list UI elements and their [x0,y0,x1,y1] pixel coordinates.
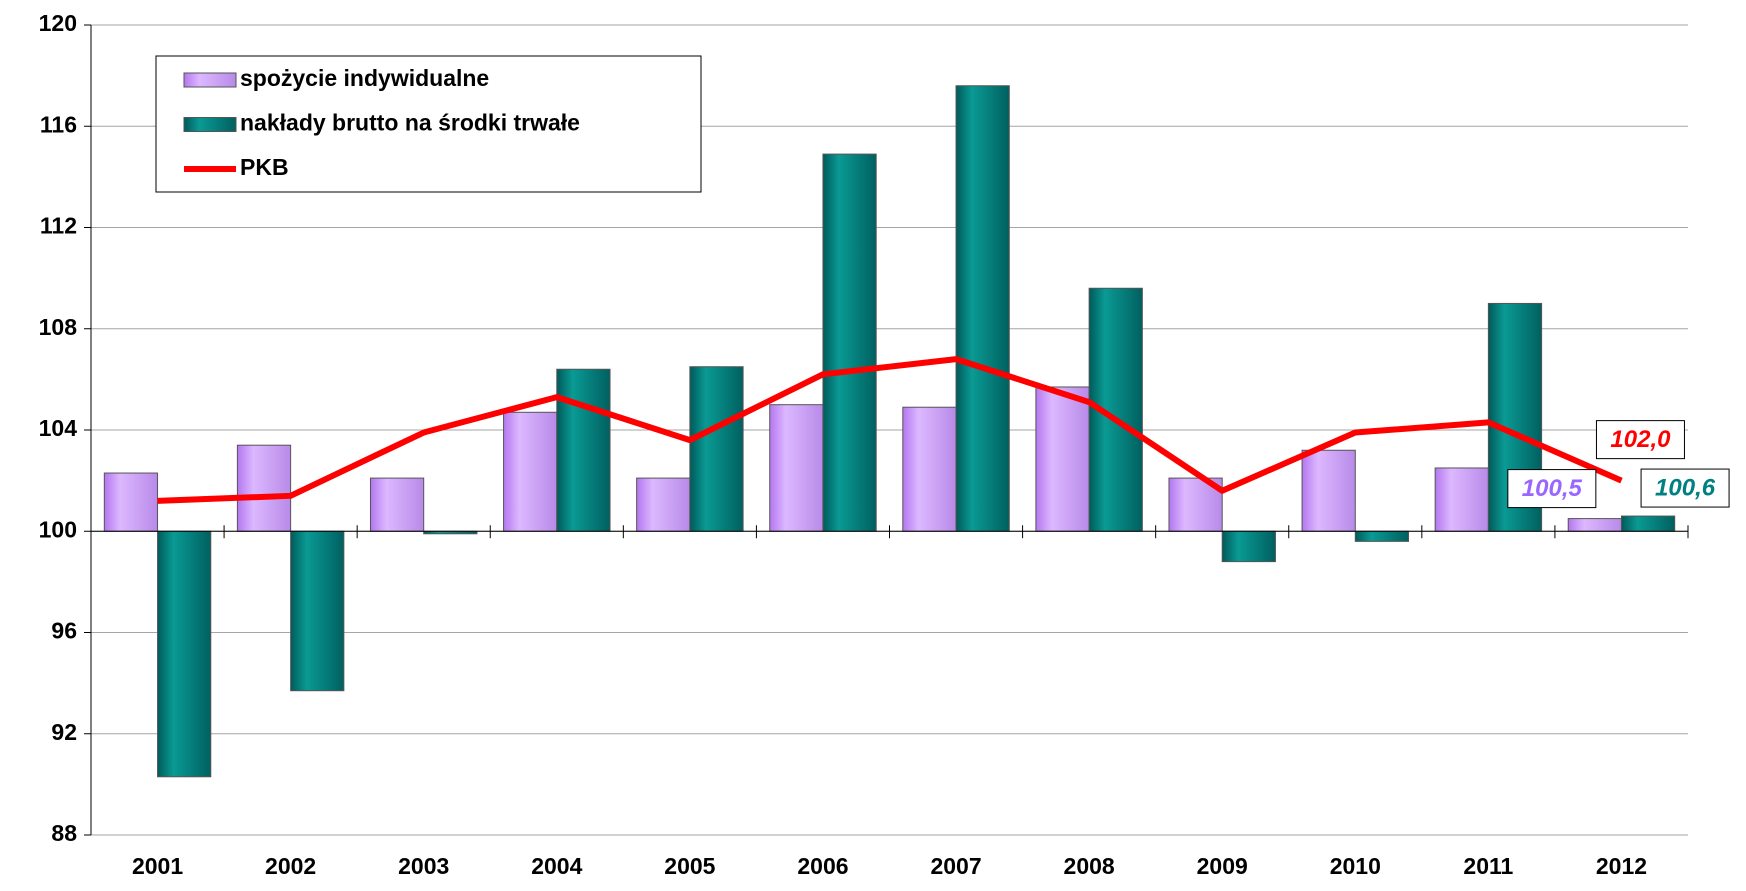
legend-label: nakłady brutto na środki trwałe [240,110,580,136]
bar [769,404,824,532]
y-tick-label: 96 [51,618,77,644]
legend-label: PKB [240,154,289,180]
x-tick-label: 2005 [664,853,715,879]
value-label-box [1595,420,1685,460]
bar [556,368,611,532]
x-tick-label: 2009 [1197,853,1248,879]
bar [689,366,744,532]
legend-swatch [183,117,237,132]
value-label-box [1507,469,1597,509]
x-tick-label: 2011 [1463,853,1513,879]
bar [902,406,957,532]
y-tick-label: 120 [39,10,77,36]
value-label-box [1640,468,1730,508]
legend-label: spożycie indywidualne [240,65,489,91]
bar [290,530,345,692]
x-tick-label: 2010 [1330,853,1381,879]
bar [1620,515,1676,532]
y-tick-label: 88 [51,820,77,846]
x-tick-label: 2002 [265,853,316,879]
y-tick-label: 104 [39,415,78,441]
bar [503,411,558,532]
x-tick-label: 2004 [531,853,582,879]
x-tick-label: 2012 [1596,853,1647,879]
bar [955,85,1010,532]
bar [822,153,877,532]
bar [157,530,212,778]
x-tick-label: 2006 [797,853,848,879]
bar [103,472,159,532]
bar [1035,386,1090,532]
legend-swatch [183,72,237,88]
x-tick-label: 2001 [132,853,183,879]
bar [1221,530,1276,563]
x-tick-label: 2007 [930,853,981,879]
line [157,356,1623,504]
value-label: 102,0 [1610,426,1671,453]
bar [636,477,691,532]
y-tick-label: 92 [51,719,77,745]
y-tick-label: 116 [40,111,77,137]
value-label: 100,6 [1655,474,1716,501]
bar [369,477,425,532]
y-tick-label: 112 [40,213,77,239]
x-tick-label: 2008 [1064,853,1115,879]
bar [1567,518,1622,532]
bar [1301,449,1356,532]
legend-box [155,55,702,193]
bar [236,444,292,532]
x-tick-label: 2003 [398,853,449,879]
value-label: 100,5 [1522,475,1583,502]
y-tick-label: 108 [39,314,78,340]
y-tick-label: 100 [39,516,77,542]
bar [1354,530,1410,542]
bar [1434,467,1489,532]
